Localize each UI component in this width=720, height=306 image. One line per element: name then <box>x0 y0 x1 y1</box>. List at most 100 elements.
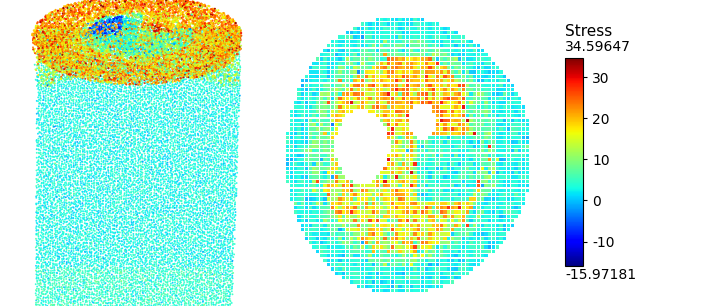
Point <box>387 74 398 79</box>
Point <box>376 214 387 219</box>
Point <box>518 179 529 184</box>
Point <box>49 40 60 45</box>
Point <box>99 39 111 44</box>
Point <box>43 67 55 72</box>
Point <box>145 291 157 296</box>
Point <box>169 0 181 4</box>
Point <box>168 64 180 69</box>
Point <box>36 128 48 133</box>
Point <box>150 72 162 76</box>
Point <box>115 28 127 33</box>
Point <box>157 77 168 82</box>
Point <box>368 258 379 263</box>
Point <box>305 166 316 171</box>
Point <box>67 33 78 38</box>
Point <box>193 70 204 75</box>
Point <box>212 48 224 53</box>
Point <box>201 36 212 41</box>
Point <box>212 199 224 203</box>
Point <box>503 135 514 140</box>
Point <box>99 49 111 54</box>
Point <box>334 113 346 118</box>
Point <box>30 67 41 72</box>
Point <box>171 42 183 47</box>
Point <box>58 58 69 63</box>
Point <box>166 0 178 1</box>
Point <box>58 225 70 230</box>
Point <box>43 61 55 66</box>
Point <box>144 221 156 226</box>
Point <box>66 212 77 217</box>
Point <box>102 3 114 8</box>
Point <box>232 143 243 148</box>
Point <box>167 184 179 189</box>
Point <box>420 232 432 237</box>
Point <box>161 29 172 34</box>
Point <box>116 200 127 204</box>
Point <box>222 132 234 137</box>
Point <box>131 23 143 28</box>
Point <box>157 228 168 233</box>
Point <box>55 33 66 38</box>
Point <box>154 49 166 54</box>
Point <box>225 299 236 304</box>
Point <box>223 70 235 75</box>
Point <box>84 112 95 117</box>
Point <box>189 222 201 226</box>
Point <box>477 91 488 96</box>
Point <box>109 178 120 183</box>
Point <box>90 259 102 264</box>
Point <box>66 17 78 22</box>
Point <box>98 165 109 170</box>
Point <box>222 239 233 244</box>
Point <box>368 267 379 271</box>
Point <box>159 27 171 32</box>
Point <box>209 59 220 64</box>
Point <box>53 78 64 83</box>
Point <box>480 183 492 188</box>
Point <box>315 214 327 219</box>
Point <box>80 45 91 50</box>
Point <box>141 58 153 62</box>
Point <box>458 83 469 88</box>
Point <box>117 43 128 47</box>
Point <box>174 25 185 30</box>
Point <box>225 253 236 258</box>
Point <box>135 203 146 208</box>
Point <box>156 33 168 38</box>
Point <box>125 66 137 71</box>
Point <box>162 69 174 74</box>
Point <box>194 264 206 269</box>
Point <box>179 102 190 107</box>
Point <box>120 168 131 173</box>
Point <box>40 273 51 278</box>
Point <box>189 73 200 78</box>
Point <box>218 268 230 273</box>
Point <box>73 26 84 31</box>
Point <box>52 47 63 52</box>
Point <box>84 280 96 285</box>
Point <box>102 49 114 54</box>
Point <box>47 56 58 61</box>
Point <box>405 214 417 219</box>
Point <box>135 169 146 174</box>
Point <box>42 119 53 124</box>
Point <box>153 135 165 140</box>
Point <box>136 24 148 29</box>
Point <box>106 277 117 282</box>
Point <box>76 159 88 164</box>
Point <box>29 39 40 44</box>
Point <box>78 61 90 66</box>
Point <box>95 188 107 193</box>
Point <box>229 33 240 38</box>
Point <box>376 109 387 114</box>
Point <box>73 21 84 25</box>
Point <box>176 71 188 76</box>
Point <box>220 114 231 119</box>
Point <box>61 46 73 51</box>
Point <box>60 71 72 76</box>
Point <box>130 145 142 150</box>
Point <box>72 170 84 175</box>
Point <box>173 70 184 75</box>
Point <box>235 34 247 39</box>
